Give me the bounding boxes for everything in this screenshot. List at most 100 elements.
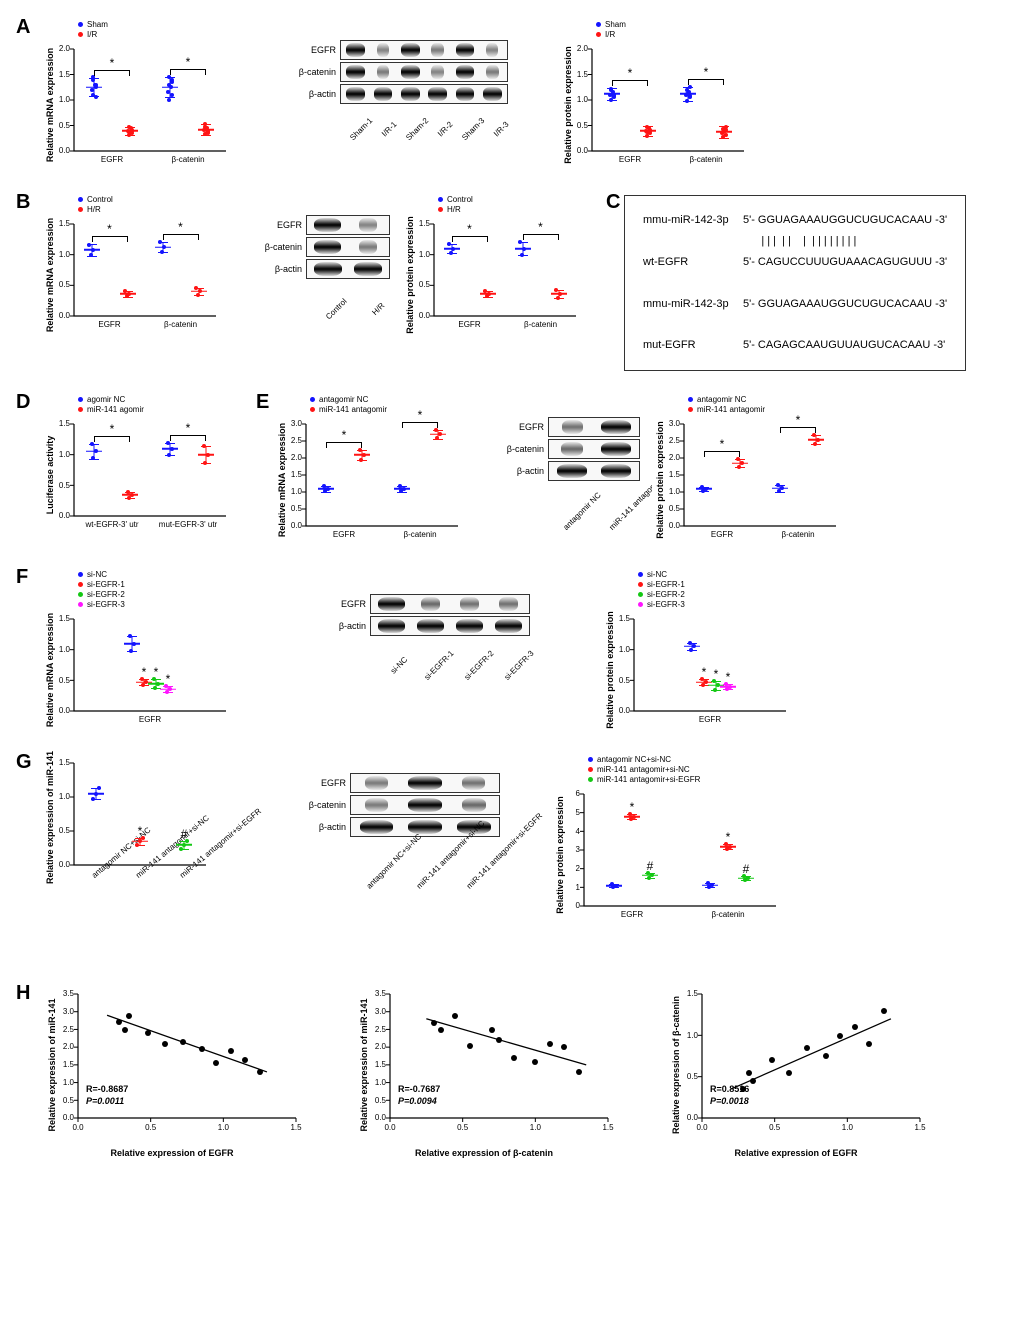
legend: antagomir NCmiR-141 antagomir bbox=[310, 395, 387, 414]
blot-band bbox=[462, 798, 486, 812]
data-point bbox=[740, 461, 744, 465]
data-point bbox=[710, 883, 714, 887]
blot-band bbox=[495, 619, 522, 633]
scatter-point bbox=[866, 1041, 872, 1047]
correlation-stats: R=-0.8687P=0.0011 bbox=[86, 1084, 128, 1107]
data-point bbox=[612, 94, 616, 98]
legend-label: H/R bbox=[447, 205, 461, 214]
data-point bbox=[451, 247, 455, 251]
blot-lane-label: I/R-1 bbox=[376, 116, 402, 142]
data-point bbox=[170, 93, 174, 97]
blot-band bbox=[486, 43, 498, 57]
data-point bbox=[438, 432, 442, 436]
data-point bbox=[746, 876, 750, 880]
blot-band bbox=[456, 65, 475, 79]
data-point bbox=[780, 486, 784, 490]
blot-row-label: β-catenin bbox=[286, 67, 336, 77]
data-point bbox=[129, 649, 133, 653]
legend: ControlH/R bbox=[78, 195, 113, 214]
data-point bbox=[447, 242, 451, 246]
blot-lane-label: si-EGFR-3 bbox=[502, 648, 537, 683]
data-point bbox=[692, 644, 696, 648]
blot-band bbox=[456, 43, 475, 57]
blot-band bbox=[359, 240, 377, 254]
sequence-line: | | | | | | | | | | | | | | bbox=[643, 231, 947, 252]
data-point bbox=[162, 245, 166, 249]
data-point bbox=[728, 685, 732, 689]
blot-band bbox=[428, 87, 447, 101]
scatter-point bbox=[467, 1043, 473, 1049]
data-point bbox=[202, 444, 206, 448]
legend-label: antagomir NC bbox=[697, 395, 746, 404]
y-axis-label: Relative expression of β-catenin bbox=[671, 985, 681, 1145]
legend-label: antagomir NC+si-NC bbox=[597, 755, 671, 764]
y-axis-label: Relative protein expression bbox=[655, 415, 665, 545]
scatter-point bbox=[228, 1048, 234, 1054]
data-point bbox=[556, 296, 560, 300]
legend-label: si-NC bbox=[87, 570, 107, 579]
legend-label: Sham bbox=[87, 20, 108, 29]
data-point bbox=[322, 484, 326, 488]
legend-label: miR-141 antagomir bbox=[697, 405, 765, 414]
scatter-point bbox=[786, 1070, 792, 1076]
blot-band bbox=[408, 776, 441, 790]
chart: 0.00.51.01.5Relative expression of miR-1… bbox=[42, 755, 212, 885]
data-point bbox=[704, 680, 708, 684]
western-blot: EGFRβ-cateninβ-actinControlH/R bbox=[252, 215, 390, 292]
blot-row-label: β-actin bbox=[296, 822, 346, 832]
data-point bbox=[650, 873, 654, 877]
data-point bbox=[648, 129, 652, 133]
data-point bbox=[91, 456, 95, 460]
legend-label: si-EGFR-1 bbox=[647, 580, 685, 589]
blot-band bbox=[460, 597, 479, 611]
western-blot: EGFRβ-cateninβ-actinantagomir NCmiR-141 … bbox=[494, 417, 640, 494]
chart: ControlH/R0.00.51.01.5Relative mRNA expr… bbox=[42, 195, 222, 336]
data-point bbox=[166, 90, 170, 94]
blot-band bbox=[365, 776, 387, 790]
scatter-point bbox=[746, 1070, 752, 1076]
blot-row-label: β-actin bbox=[286, 89, 336, 99]
scatter-point bbox=[116, 1019, 122, 1025]
blot-band bbox=[365, 798, 388, 812]
data-point bbox=[435, 436, 439, 440]
blot-band bbox=[499, 597, 518, 611]
blot-band bbox=[421, 597, 440, 611]
data-point bbox=[94, 95, 98, 99]
panel-label: F bbox=[16, 566, 28, 589]
sequence-line: mmu-miR-142-3p5'- GGUAGAAAUGGUCUGUCACAAU… bbox=[643, 210, 947, 231]
blot-band bbox=[401, 65, 420, 79]
y-axis-label: Relative expression of miR-141 bbox=[359, 985, 369, 1145]
blot-lane-label: Sham-2 bbox=[404, 116, 430, 142]
blot-lane-label: miR-141 antagomir+si-EGFR bbox=[465, 849, 507, 891]
data-point bbox=[94, 449, 98, 453]
legend-label: H/R bbox=[87, 205, 101, 214]
chart: antagomir NCmiR-141 antagomir0.00.51.01.… bbox=[652, 395, 842, 546]
legend-label: si-NC bbox=[647, 570, 667, 579]
data-point bbox=[160, 250, 164, 254]
scatter-point bbox=[126, 1013, 132, 1019]
scatter-point bbox=[162, 1041, 168, 1047]
legend-label: miR-141 antagomir bbox=[319, 405, 387, 414]
data-point bbox=[168, 687, 172, 691]
blot-band bbox=[408, 820, 442, 834]
data-point bbox=[554, 288, 558, 292]
legend-label: Control bbox=[447, 195, 473, 204]
blot-band bbox=[408, 798, 441, 812]
data-point bbox=[94, 83, 98, 87]
scatter-plot: 0.00.51.01.52.02.53.03.50.00.51.01.5Rela… bbox=[354, 986, 614, 1158]
blot-row-label: EGFR bbox=[494, 422, 544, 432]
blot-band bbox=[401, 87, 420, 101]
data-point bbox=[130, 129, 134, 133]
data-point bbox=[688, 85, 692, 89]
data-point bbox=[203, 122, 207, 126]
data-point bbox=[728, 845, 732, 849]
chart: antagomir NC+si-NCmiR-141 antagomir+si-N… bbox=[552, 755, 782, 926]
blot-row-label: β-actin bbox=[252, 264, 302, 274]
data-point bbox=[127, 292, 131, 296]
data-point bbox=[816, 438, 820, 442]
data-point bbox=[706, 881, 710, 885]
sequence-line: wt-EGFR5'- CAGUCCUUUGUAAACAGUGUUU -3' bbox=[643, 252, 947, 273]
sequence-line: mmu-miR-142-3p5'- GGUAGAAAUGGUCUGUCACAAU… bbox=[643, 294, 947, 315]
y-axis-label: Relative mRNA expression bbox=[45, 215, 55, 335]
x-axis-label: Relative expression of EGFR bbox=[734, 1148, 857, 1158]
